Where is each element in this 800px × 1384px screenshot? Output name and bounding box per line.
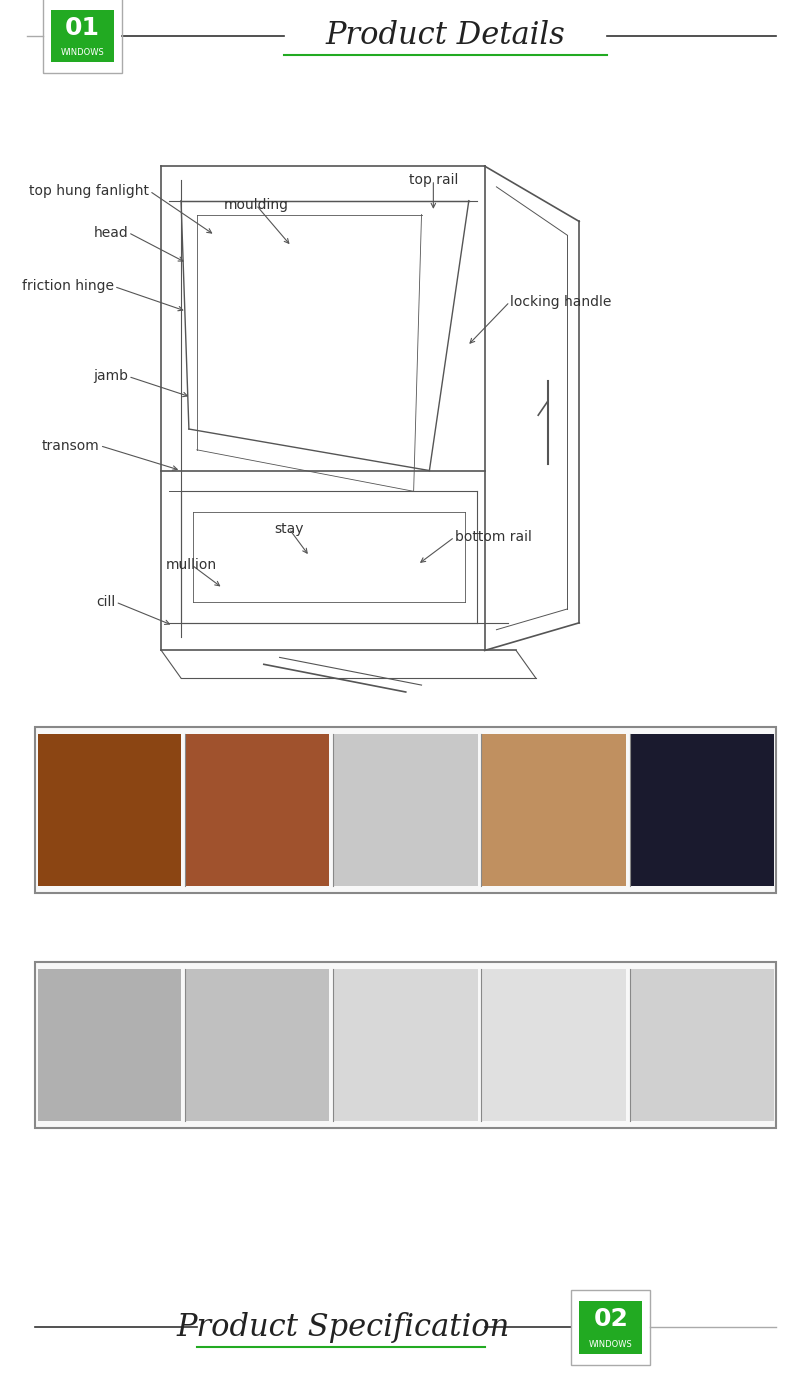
Text: WINDOWS: WINDOWS <box>61 48 104 57</box>
Bar <box>334 734 478 886</box>
Text: top hung fanlight: top hung fanlight <box>30 184 150 198</box>
Text: 02: 02 <box>594 1308 628 1331</box>
Text: jamb: jamb <box>93 370 128 383</box>
Text: cill: cill <box>96 595 115 609</box>
Text: head: head <box>94 226 128 239</box>
Bar <box>186 734 330 886</box>
Bar <box>38 734 181 886</box>
Bar <box>35 962 776 1128</box>
Bar <box>186 969 330 1121</box>
Bar <box>482 969 626 1121</box>
Bar <box>38 969 181 1121</box>
Text: transom: transom <box>42 439 100 453</box>
Text: 01: 01 <box>65 17 100 40</box>
Bar <box>35 727 776 893</box>
Bar <box>630 734 774 886</box>
Text: top rail: top rail <box>409 173 458 187</box>
Bar <box>334 969 478 1121</box>
Bar <box>571 1290 650 1365</box>
FancyBboxPatch shape <box>579 1301 642 1354</box>
FancyBboxPatch shape <box>51 10 114 62</box>
Text: moulding: moulding <box>223 198 289 212</box>
Text: stay: stay <box>274 522 304 536</box>
Text: bottom rail: bottom rail <box>454 530 531 544</box>
Bar <box>482 734 626 886</box>
Bar <box>630 969 774 1121</box>
Text: locking handle: locking handle <box>510 295 611 309</box>
Text: friction hinge: friction hinge <box>22 280 114 293</box>
Text: Product Details: Product Details <box>326 21 565 51</box>
Text: mullion: mullion <box>166 558 217 572</box>
Text: Product Specification: Product Specification <box>176 1312 510 1342</box>
Text: WINDOWS: WINDOWS <box>589 1340 633 1348</box>
Bar <box>43 0 122 73</box>
